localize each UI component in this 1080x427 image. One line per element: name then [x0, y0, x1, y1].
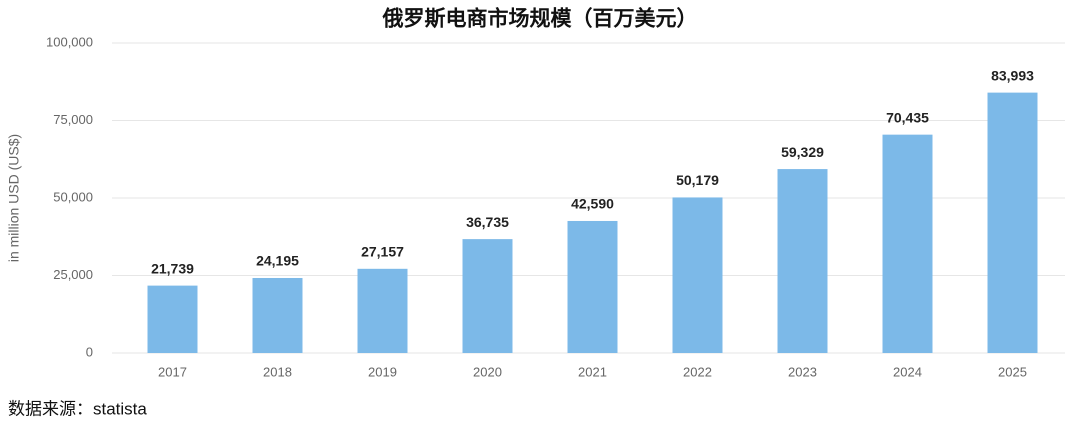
bar: [882, 134, 933, 353]
value-label: 70,435: [886, 109, 929, 125]
bar: [252, 277, 303, 353]
value-label: 24,195: [256, 253, 299, 269]
x-tick-label: 2020: [473, 364, 502, 379]
bar: [567, 220, 618, 353]
chart-title: 俄罗斯电商市场规模（百万美元）: [382, 7, 698, 31]
bar: [987, 92, 1038, 353]
bar: [672, 197, 723, 353]
y-tick-label: 75,000: [53, 112, 93, 127]
x-tick-label: 2018: [263, 364, 292, 379]
x-tick-label: 2025: [998, 364, 1027, 379]
y-axis-label: in million USD (US$): [6, 134, 22, 262]
x-tick-label: 2019: [368, 364, 397, 379]
y-tick-label: 0: [86, 344, 93, 359]
y-tick-label: 25,000: [53, 267, 93, 282]
value-label: 83,993: [991, 67, 1034, 83]
bar: [462, 239, 513, 353]
x-tick-label: 2023: [788, 364, 817, 379]
bar: [357, 268, 408, 353]
bar: [777, 169, 828, 353]
source-note: 数据来源：statista: [8, 399, 147, 418]
y-tick-label: 50,000: [53, 189, 93, 204]
x-tick-label: 2024: [893, 364, 922, 379]
x-tick-label: 2022: [683, 364, 712, 379]
value-label: 36,735: [466, 214, 509, 230]
y-tick-label: 100,000: [46, 34, 93, 49]
x-tick-label: 2017: [158, 364, 187, 379]
value-label: 59,329: [781, 144, 824, 160]
value-label: 27,157: [361, 244, 404, 260]
x-tick-label: 2021: [578, 364, 607, 379]
bar: [147, 285, 198, 353]
value-label: 21,739: [151, 260, 194, 276]
value-label: 42,590: [571, 196, 614, 212]
value-label: 50,179: [676, 172, 719, 188]
